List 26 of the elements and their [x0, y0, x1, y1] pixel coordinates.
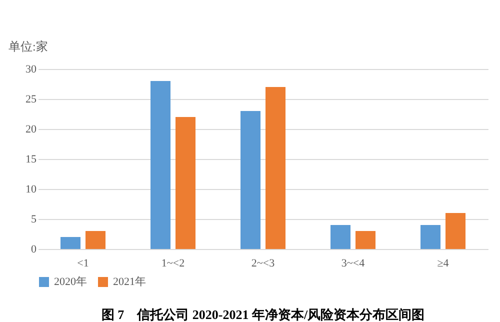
bar — [446, 213, 466, 249]
x-tick-label: 2~<3 — [251, 258, 276, 270]
y-tick-label: 5 — [31, 214, 37, 226]
bar — [266, 87, 286, 249]
y-tick-label: 30 — [26, 64, 37, 76]
bar — [60, 237, 80, 249]
x-tick-label: 3~<4 — [341, 258, 366, 270]
y-tick-label: 25 — [26, 94, 37, 106]
legend-label: 2020年 — [54, 276, 87, 288]
bar — [86, 231, 106, 249]
bar — [330, 225, 350, 249]
x-tick-label: ≥4 — [437, 258, 450, 270]
bar — [150, 81, 170, 249]
y-tick-label: 0 — [31, 244, 37, 256]
text: 图 7 信托公司 2020-2021 年净资本/风险资本分布区间图 — [101, 307, 425, 322]
y-axis-title: 单位:家 — [8, 40, 48, 54]
bar — [356, 231, 376, 249]
bar — [176, 117, 196, 249]
y-tick-label: 20 — [26, 124, 37, 136]
x-tick-label: 1~<2 — [161, 258, 185, 270]
y-tick-label: 10 — [26, 184, 37, 196]
legend-label: 2021年 — [113, 276, 146, 288]
y-tick-label: 15 — [26, 154, 37, 166]
x-tick-label: <1 — [77, 258, 89, 270]
bar — [420, 225, 440, 249]
bar — [240, 111, 260, 249]
